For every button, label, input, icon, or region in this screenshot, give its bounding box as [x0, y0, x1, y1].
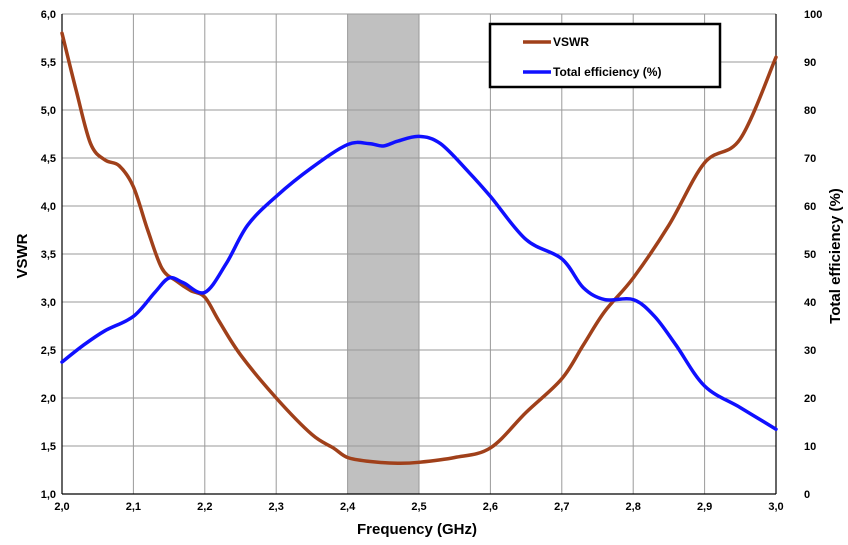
y-tick-label: 3,5	[41, 249, 56, 261]
y2-tick-label: 10	[804, 441, 816, 453]
y2-tick-label: 90	[804, 57, 816, 69]
x-tick-label: 2,5	[411, 501, 426, 513]
series-line-vswr	[60, 31, 778, 466]
tick-label-layer: 2,0 2,1 2,2 2,3 2,4 2,5 2,6 2,7 2,8 2,9 3,0 1,0 1,5 2…	[41, 9, 823, 513]
y-tick-label: 2,0	[41, 393, 56, 405]
y2-axis-title: Total efficiency (%)	[827, 188, 844, 324]
y-tick-label: 4,5	[41, 153, 56, 165]
x-tick-label: 2,0	[54, 501, 69, 513]
x-tick-label: 3,0	[768, 501, 783, 513]
y-tick-label: 5,0	[41, 105, 56, 117]
x-tick-label: 2,6	[483, 501, 498, 513]
y2-tick-label: 100	[804, 9, 822, 21]
y2-tick-label: 60	[804, 201, 816, 213]
y-axis-title: VSWR	[14, 233, 31, 278]
x-tick-label: 2,9	[697, 501, 712, 513]
x-tick-label: 2,4	[340, 501, 356, 513]
y-tick-label: 1,5	[41, 441, 56, 453]
y-tick-label: 4,0	[41, 201, 56, 213]
y-tick-label: 1,0	[41, 489, 56, 501]
y-tick-label: 6,0	[41, 9, 56, 21]
y2-tick-label: 80	[804, 105, 816, 117]
legend: VSWR Total efficiency (%)	[488, 22, 722, 89]
y2-tick-label: 20	[804, 393, 816, 405]
y-tick-label: 3,0	[41, 297, 56, 309]
x-tick-label: 2,7	[554, 501, 569, 513]
x-tick-label: 2,1	[126, 501, 141, 513]
x-tick-label: 2,8	[626, 501, 641, 513]
y2-tick-label: 70	[804, 153, 816, 165]
x-tick-label: 2,2	[197, 501, 212, 513]
y2-tick-label: 0	[804, 489, 810, 501]
series-layer	[60, 31, 778, 466]
y2-tick-label: 50	[804, 249, 816, 261]
y-tick-label: 5,5	[41, 57, 56, 69]
x-axis-title: Frequency (GHz)	[357, 521, 477, 538]
plot-frame-layer	[61, 14, 777, 495]
legend-label-efficiency: Total efficiency (%)	[553, 65, 661, 79]
x-tick-label: 2,3	[269, 501, 284, 513]
y-tick-label: 2,5	[41, 345, 56, 357]
legend-label-vswr: VSWR	[553, 35, 589, 49]
series-line-efficiency	[60, 134, 778, 431]
y2-tick-label: 40	[804, 297, 816, 309]
legend-box	[488, 22, 722, 89]
y2-tick-label: 30	[804, 345, 816, 357]
